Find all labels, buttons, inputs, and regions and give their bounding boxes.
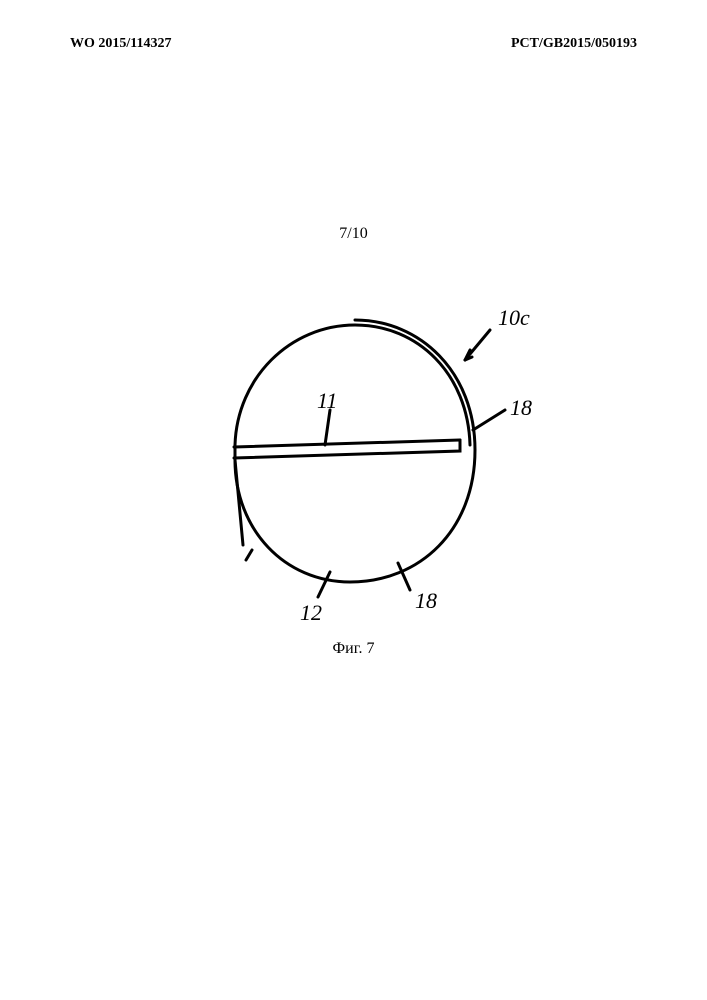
figure-labels: 10c 18 11 12 18 — [300, 305, 532, 625]
label-11: 11 — [317, 388, 337, 413]
label-10c: 10c — [498, 305, 530, 330]
label-12: 12 — [300, 600, 322, 625]
figure-7-drawing: 10c 18 11 12 18 — [0, 0, 707, 1000]
label-18-upper: 18 — [510, 395, 532, 420]
label-18-lower: 18 — [415, 588, 437, 613]
